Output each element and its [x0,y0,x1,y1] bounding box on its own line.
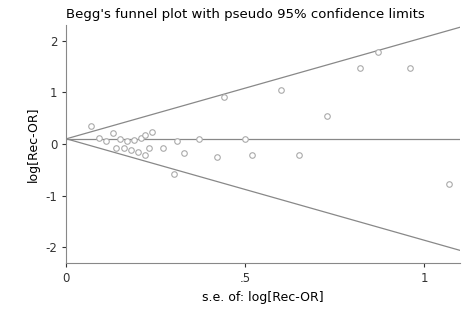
Point [181,151,188,156]
Point [113,146,120,151]
Point [173,139,181,144]
Point [170,172,177,177]
Point [248,153,256,158]
Point [137,135,145,140]
Point [159,146,167,151]
Point [356,65,364,70]
Point [213,154,220,159]
Point [195,136,202,141]
Point [220,95,228,100]
Point [374,49,381,54]
Point [88,123,95,128]
Point [120,146,128,151]
Point [123,139,131,144]
Point [145,146,153,151]
Point [134,150,142,155]
Point [141,153,149,158]
Point [277,87,285,92]
Point [406,65,413,70]
Point [102,139,109,144]
Point [148,129,156,134]
Point [241,136,249,141]
Point [141,132,149,137]
Point [95,135,102,140]
Point [109,130,117,135]
Point [127,148,135,153]
Point [445,182,453,187]
X-axis label: s.e. of: log[Rec-OR]: s.e. of: log[Rec-OR] [202,290,324,304]
Point [116,136,124,141]
Point [130,137,138,142]
Point [324,113,331,118]
Text: Begg's funnel plot with pseudo 95% confidence limits: Begg's funnel plot with pseudo 95% confi… [66,8,425,21]
Y-axis label: log[Rec-OR]: log[Rec-OR] [27,106,40,182]
Point [295,153,302,158]
